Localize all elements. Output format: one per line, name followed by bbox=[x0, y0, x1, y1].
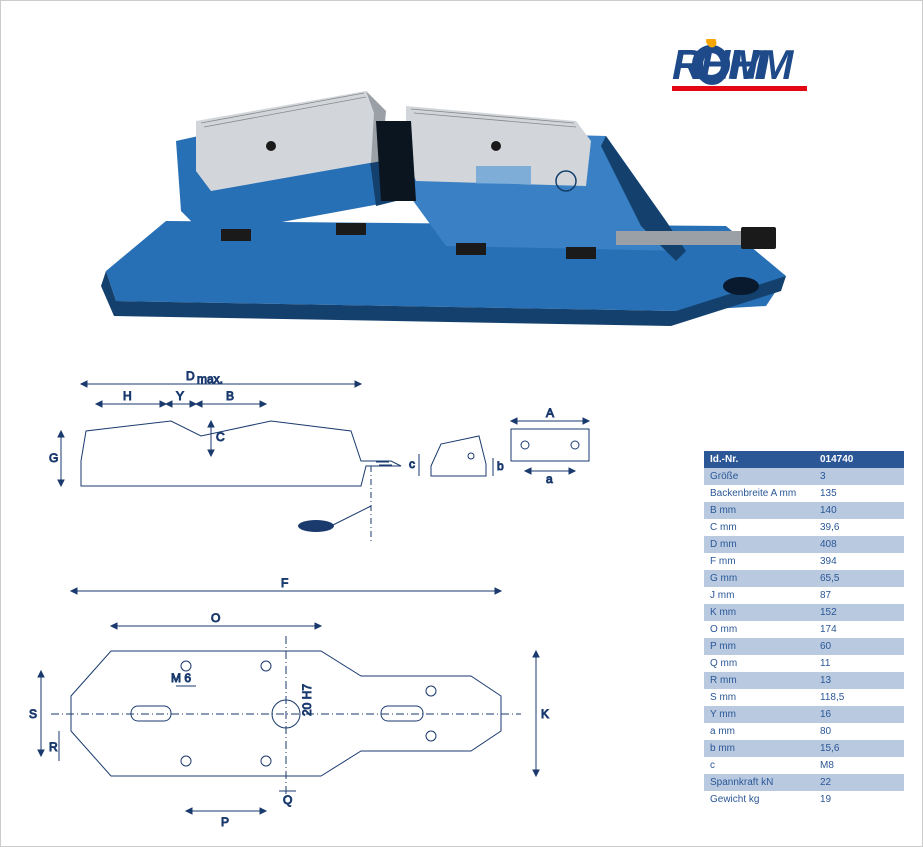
spec-label: R mm bbox=[704, 672, 814, 689]
spec-row: Gewicht kg19 bbox=[704, 791, 904, 808]
spec-row: C mm39,6 bbox=[704, 519, 904, 536]
spec-label: c bbox=[704, 757, 814, 774]
spec-label: Spannkraft kN bbox=[704, 774, 814, 791]
spec-value: 174 bbox=[814, 621, 904, 638]
spec-value: 408 bbox=[814, 536, 904, 553]
spec-label: B mm bbox=[704, 502, 814, 519]
spec-value: 16 bbox=[814, 706, 904, 723]
spec-row: R mm13 bbox=[704, 672, 904, 689]
spec-label: Q mm bbox=[704, 655, 814, 672]
dim-h7: 20 H7 bbox=[300, 684, 314, 716]
spec-value: 60 bbox=[814, 638, 904, 655]
spec-label: Größe bbox=[704, 468, 814, 485]
spec-label: P mm bbox=[704, 638, 814, 655]
spec-value: 39,6 bbox=[814, 519, 904, 536]
spec-value: 11 bbox=[814, 655, 904, 672]
spec-row: Y mm16 bbox=[704, 706, 904, 723]
dim-s: S bbox=[29, 707, 37, 721]
spec-row: G mm65,5 bbox=[704, 570, 904, 587]
dim-g: G bbox=[49, 451, 58, 465]
spec-row: Q mm11 bbox=[704, 655, 904, 672]
spec-value: 87 bbox=[814, 587, 904, 604]
dim-dmax-label: D bbox=[186, 369, 195, 383]
spec-row: O mm174 bbox=[704, 621, 904, 638]
dim-dmax-sub: max. bbox=[197, 372, 223, 386]
dim-c-upper: C bbox=[216, 430, 225, 444]
spec-label: Backenbreite A mm bbox=[704, 485, 814, 502]
spec-label: Y mm bbox=[704, 706, 814, 723]
spec-value: 65,5 bbox=[814, 570, 904, 587]
technical-drawing-side: D max. H Y B C G bbox=[11, 366, 601, 556]
spec-value: M8 bbox=[814, 757, 904, 774]
spec-value: 140 bbox=[814, 502, 904, 519]
spec-value: 135 bbox=[814, 485, 904, 502]
spec-value: 3 bbox=[814, 468, 904, 485]
dim-c-lower: c bbox=[409, 457, 415, 471]
spec-value: 13 bbox=[814, 672, 904, 689]
spec-row: a mm80 bbox=[704, 723, 904, 740]
spec-value: 19 bbox=[814, 791, 904, 808]
spec-header-row: Id.-Nr. 014740 bbox=[704, 451, 904, 468]
spec-label: G mm bbox=[704, 570, 814, 587]
spec-value: 80 bbox=[814, 723, 904, 740]
spec-label: K mm bbox=[704, 604, 814, 621]
dim-y: Y bbox=[176, 389, 184, 403]
spec-value: 394 bbox=[814, 553, 904, 570]
spec-header-value: 014740 bbox=[814, 451, 904, 468]
dim-f: F bbox=[281, 576, 288, 590]
spec-row: K mm152 bbox=[704, 604, 904, 621]
spec-value: 152 bbox=[814, 604, 904, 621]
dim-m6: M 6 bbox=[171, 671, 191, 685]
spec-row: P mm60 bbox=[704, 638, 904, 655]
dim-k: K bbox=[541, 707, 549, 721]
spec-row: J mm87 bbox=[704, 587, 904, 604]
dim-q: Q bbox=[283, 793, 292, 807]
dim-a-lower: a bbox=[546, 472, 553, 486]
dim-r: R bbox=[49, 740, 58, 754]
spec-label: O mm bbox=[704, 621, 814, 638]
spec-row: Größe3 bbox=[704, 468, 904, 485]
spec-row: B mm140 bbox=[704, 502, 904, 519]
spec-label: a mm bbox=[704, 723, 814, 740]
spec-label: Gewicht kg bbox=[704, 791, 814, 808]
spec-row: b mm15,6 bbox=[704, 740, 904, 757]
specification-table: Id.-Nr. 014740 Größe3Backenbreite A mm13… bbox=[704, 451, 904, 808]
product-image bbox=[46, 51, 846, 331]
spec-row: Spannkraft kN22 bbox=[704, 774, 904, 791]
dim-b-lower: b bbox=[497, 459, 504, 473]
spec-label: D mm bbox=[704, 536, 814, 553]
dim-b: B bbox=[226, 389, 234, 403]
dim-p: P bbox=[221, 815, 229, 829]
spec-row: Backenbreite A mm135 bbox=[704, 485, 904, 502]
dim-h: H bbox=[123, 389, 132, 403]
spec-row: S mm118,5 bbox=[704, 689, 904, 706]
spec-row: F mm394 bbox=[704, 553, 904, 570]
spec-value: 22 bbox=[814, 774, 904, 791]
spec-label: b mm bbox=[704, 740, 814, 757]
spec-label: F mm bbox=[704, 553, 814, 570]
spec-label: S mm bbox=[704, 689, 814, 706]
spec-value: 15,6 bbox=[814, 740, 904, 757]
spec-label: J mm bbox=[704, 587, 814, 604]
spec-header-label: Id.-Nr. bbox=[704, 451, 814, 468]
dim-o: O bbox=[211, 611, 220, 625]
spec-value: 118,5 bbox=[814, 689, 904, 706]
dim-a-upper: A bbox=[546, 406, 554, 420]
technical-drawing-plan: F O M 6 20 H7 S R bbox=[11, 576, 566, 836]
spec-row: cM8 bbox=[704, 757, 904, 774]
spec-row: D mm408 bbox=[704, 536, 904, 553]
spec-label: C mm bbox=[704, 519, 814, 536]
